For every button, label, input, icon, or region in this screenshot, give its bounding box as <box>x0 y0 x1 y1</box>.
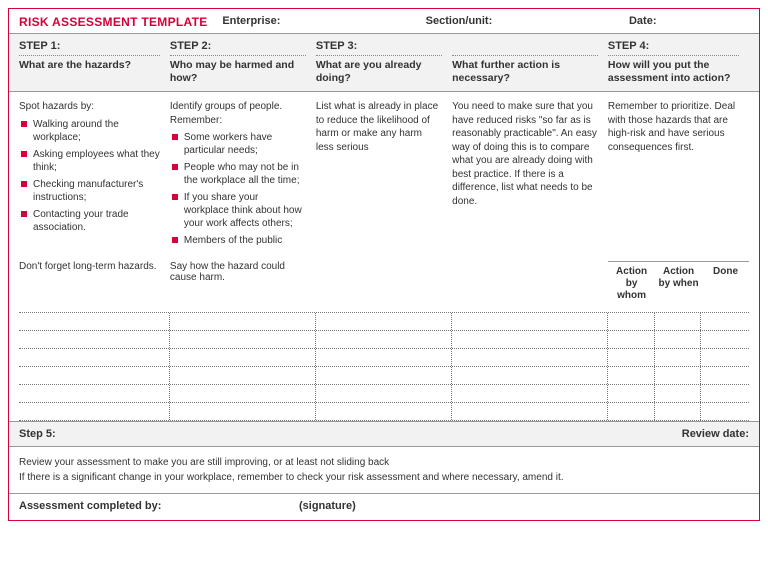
document-title: RISK ASSESSMENT TEMPLATE <box>19 15 222 29</box>
entry-grid <box>9 312 759 421</box>
done-header: Done <box>702 262 749 306</box>
step3a-question: What are you already doing? <box>316 59 442 85</box>
step5-line1: Review your assessment to make you are s… <box>19 455 749 470</box>
step5-line2: If there is a significant change in your… <box>19 470 749 485</box>
step5-label: Step 5: <box>19 428 682 440</box>
step2-intro: Identify groups of people. Remember: <box>170 100 306 127</box>
step3-number: STEP 3: <box>316 40 442 56</box>
section-unit-label: Section/unit: <box>426 15 629 29</box>
step1-question: What are the hazards? <box>19 59 160 72</box>
grid-row[interactable] <box>19 331 749 349</box>
step3a-guidance: List what is already in place to reduce … <box>316 100 452 251</box>
step2-header: STEP 2: Who may be harmed and how? <box>170 40 316 85</box>
notes-row: Don't forget long-term hazards. Say how … <box>9 255 759 312</box>
step4-header: STEP 4: How will you put the assessment … <box>608 40 749 85</box>
step4-guidance: Remember to prioritize. Deal with those … <box>608 100 749 251</box>
step1-bullet-list: Walking around the workplace; Asking emp… <box>19 118 160 234</box>
grid-row[interactable] <box>19 403 749 421</box>
review-date-label: Review date: <box>682 428 749 440</box>
step3b-header: What further action is necessary? <box>452 40 608 85</box>
step2-bullet: People who may not be in the workplace a… <box>172 161 306 187</box>
step1-number: STEP 1: <box>19 40 160 56</box>
step2-bullet: If you share your workplace think about … <box>172 191 306 230</box>
step3a-note-empty <box>316 261 452 306</box>
grid-row[interactable] <box>19 385 749 403</box>
step1-intro: Spot hazards by: <box>19 100 160 114</box>
step3b-note-empty <box>452 261 608 306</box>
step5-body: Review your assessment to make you are s… <box>9 447 759 493</box>
steps-header: STEP 1: What are the hazards? STEP 2: Wh… <box>9 33 759 92</box>
step2-number: STEP 2: <box>170 40 306 56</box>
grid-row[interactable] <box>19 367 749 385</box>
step3b-spacer <box>452 40 598 56</box>
step1-bullet: Asking employees what they think; <box>21 148 160 174</box>
step2-question: Who may be harmed and how? <box>170 59 306 85</box>
signature-row: Assessment completed by: (signature) <box>9 493 759 520</box>
step3a-text: List what is already in place to reduce … <box>316 100 442 154</box>
step1-bullet: Walking around the workplace; <box>21 118 160 144</box>
step3b-question: What further action is necessary? <box>452 59 598 85</box>
grid-row[interactable] <box>19 313 749 331</box>
step3a-header: STEP 3: What are you already doing? <box>316 40 452 85</box>
step1-bullet: Contacting your trade association. <box>21 208 160 234</box>
step4-question: How will you put the assessment into act… <box>608 59 739 85</box>
signature-label: (signature) <box>299 500 356 512</box>
step1-note: Don't forget long-term hazards. <box>19 261 170 306</box>
step5-header-bar: Step 5: Review date: <box>9 421 759 447</box>
action-by-whom-header: Action by whom <box>608 262 655 306</box>
step2-guidance: Identify groups of people. Remember: Som… <box>170 100 316 251</box>
step4-text: Remember to prioritize. Deal with those … <box>608 100 739 154</box>
completed-by-label: Assessment completed by: <box>19 500 299 512</box>
step2-bullet: Some workers have particular needs; <box>172 131 306 157</box>
step2-note: Say how the hazard could cause harm. <box>170 261 316 306</box>
risk-assessment-template: RISK ASSESSMENT TEMPLATE Enterprise: Sec… <box>8 8 760 521</box>
step2-bullet-list: Some workers have particular needs; Peop… <box>170 131 306 247</box>
step4-number: STEP 4: <box>608 40 739 56</box>
action-columns-header: Action by whom Action by when Done <box>608 261 749 306</box>
header-row: RISK ASSESSMENT TEMPLATE Enterprise: Sec… <box>9 9 759 33</box>
step1-header: STEP 1: What are the hazards? <box>19 40 170 85</box>
date-label: Date: <box>629 15 749 29</box>
action-by-when-header: Action by when <box>655 262 702 306</box>
step3b-text: You need to make sure that you have redu… <box>452 100 598 208</box>
step1-guidance: Spot hazards by: Walking around the work… <box>19 100 170 251</box>
guidance-row: Spot hazards by: Walking around the work… <box>9 92 759 255</box>
step2-bullet: Members of the public <box>172 234 306 247</box>
grid-row[interactable] <box>19 349 749 367</box>
step3b-guidance: You need to make sure that you have redu… <box>452 100 608 251</box>
enterprise-label: Enterprise: <box>222 15 425 29</box>
step1-bullet: Checking manufacturer's instructions; <box>21 178 160 204</box>
